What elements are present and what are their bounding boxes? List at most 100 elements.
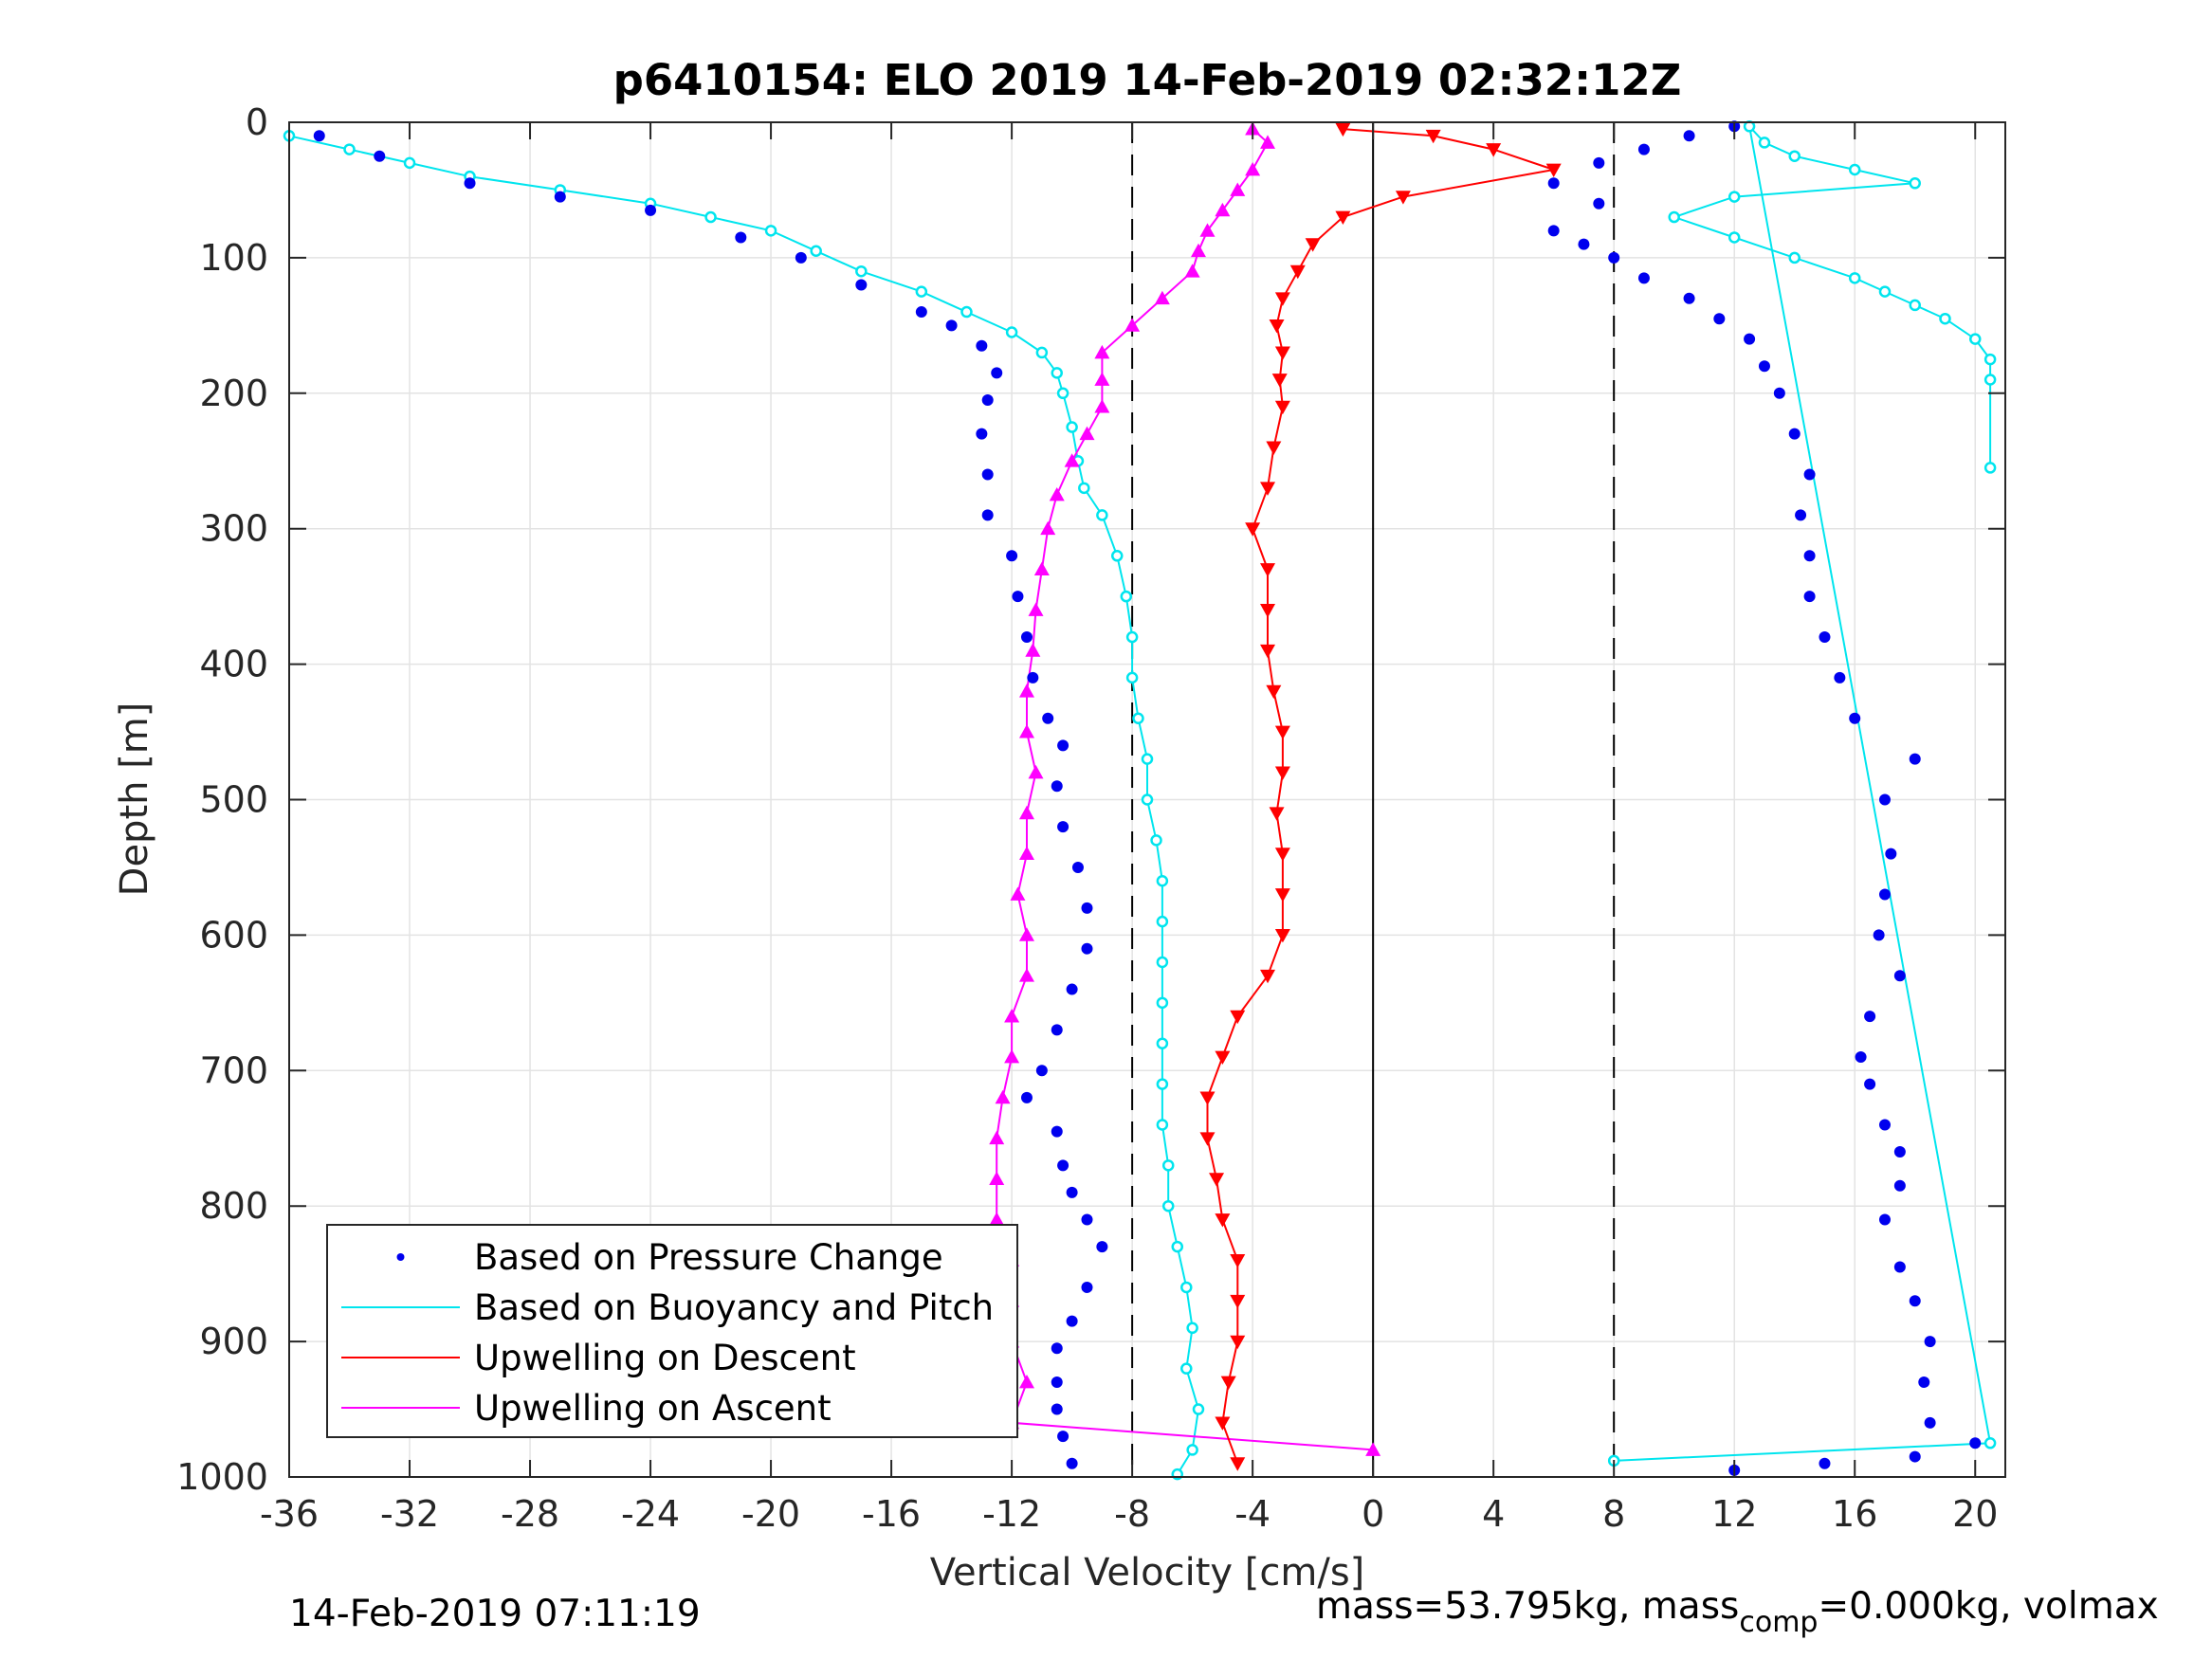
ascent-point — [989, 1212, 1005, 1226]
descent-point — [1425, 129, 1441, 144]
pressure-point — [1547, 225, 1560, 237]
x-tick-label: 16 — [1832, 1493, 1877, 1535]
ascent-point — [1260, 135, 1276, 149]
pressure-point — [1909, 753, 1921, 765]
buoyancy-point — [1156, 874, 1169, 887]
descent-point — [1260, 644, 1276, 659]
pressure-point — [795, 251, 807, 264]
y-axis-label: Depth [m] — [113, 702, 156, 897]
ascent-point — [1215, 202, 1231, 217]
buoyancy-point — [1728, 191, 1741, 203]
descent-point — [1199, 1091, 1216, 1105]
buoyancy-point — [343, 143, 356, 155]
descent-point — [1335, 122, 1351, 137]
pressure-point — [1909, 1450, 1921, 1463]
axis-ticks: -36 -32 -28 -24 -20 -16 -12 -8 -4 0 4 8 12 16 20010020… — [176, 101, 2005, 1535]
descent-point — [1215, 1416, 1231, 1431]
mass-comp-text: =0.000kg, volmax — [1818, 1585, 2159, 1628]
x-tick-label: -28 — [501, 1493, 559, 1535]
pressure-point — [1834, 671, 1846, 684]
ascent-point — [1018, 724, 1034, 738]
pressure-point — [1893, 1179, 1906, 1192]
buoyancy-point — [1788, 150, 1801, 162]
descent-point — [1215, 1050, 1231, 1066]
buoyancy-point — [1156, 996, 1169, 1010]
descent-point — [1335, 210, 1351, 226]
pressure-point — [1909, 1295, 1921, 1307]
pressure-point — [1020, 631, 1033, 644]
buoyancy-point — [1078, 482, 1090, 495]
buoyancy-line — [288, 135, 1200, 1475]
buoyancy-point — [1150, 834, 1162, 847]
buoyancy-point — [403, 156, 416, 170]
buoyancy-point — [1180, 1281, 1193, 1294]
buoyancy-point — [704, 210, 717, 224]
buoyancy-point — [1983, 1437, 1997, 1449]
ascent-point — [1154, 290, 1170, 305]
pressure-point — [1081, 1281, 1093, 1293]
descent-point — [1545, 163, 1562, 178]
buoyancy-point — [1125, 630, 1139, 644]
buoyancy-point — [1968, 333, 1982, 345]
pressure-point — [1758, 360, 1770, 373]
ascent-point — [1018, 805, 1034, 820]
ascent-point — [1094, 372, 1110, 386]
buoyancy-point — [1983, 353, 1997, 366]
buoyancy-point — [1983, 462, 1997, 474]
pressure-point — [1057, 1159, 1069, 1172]
data-layer — [283, 120, 1997, 1481]
buoyancy-point — [1120, 590, 1133, 603]
ascent-point — [1124, 318, 1141, 332]
pressure-point — [1051, 1125, 1063, 1138]
buoyancy-point — [1141, 753, 1154, 765]
pressure-point — [1864, 1078, 1876, 1090]
y-tick-label: 700 — [199, 1049, 268, 1091]
footer-timestamp: 14-Feb-2019 07:11:19 — [289, 1593, 701, 1635]
x-tick-label: 8 — [1602, 1493, 1625, 1535]
buoyancy-point — [1141, 793, 1154, 806]
descent-point — [1199, 1132, 1216, 1146]
descent-point — [1269, 807, 1285, 821]
pressure-point — [976, 428, 988, 440]
chart-title: p6410154: ELO 2019 14-Feb-2019 02:32:12Z — [613, 55, 1682, 105]
x-tick-label: -32 — [380, 1493, 439, 1535]
pressure-point — [1713, 313, 1726, 325]
footer-mass-info: mass=53.795kg, masscomp=0.000kg, volmax — [1316, 1585, 2159, 1639]
pressure-point — [464, 177, 476, 190]
ascent-point — [1365, 1442, 1381, 1456]
ascent-point — [1190, 243, 1206, 258]
pressure-point — [1803, 591, 1816, 603]
descent-point — [1260, 604, 1276, 618]
pressure-point — [1057, 1431, 1069, 1443]
x-tick-label: -8 — [1114, 1493, 1150, 1535]
legend: Based on Pressure Change Based on Buoyanc… — [326, 1224, 1018, 1438]
y-tick-label: 800 — [199, 1185, 268, 1227]
y-tick-label: 1000 — [176, 1456, 268, 1498]
pressure-point — [1803, 468, 1816, 481]
pressure-point — [554, 191, 566, 203]
buoyancy-point — [1066, 421, 1078, 433]
x-tick-label: -12 — [982, 1493, 1041, 1535]
buoyancy-point — [1878, 285, 1892, 298]
y-tick-label: 900 — [199, 1321, 268, 1362]
pressure-point — [1057, 821, 1069, 833]
buoyancy-point — [1180, 1362, 1193, 1375]
buoyancy-point — [1035, 346, 1049, 359]
x-tick-label: 12 — [1711, 1493, 1757, 1535]
buoyancy-point — [1156, 956, 1169, 969]
pressure-point — [1637, 272, 1650, 284]
descent-point — [1395, 191, 1411, 205]
pressure-point — [1683, 292, 1695, 304]
x-tick-label: -16 — [862, 1493, 921, 1535]
legend-label-pressure: Based on Pressure Change — [474, 1237, 943, 1278]
descent-point — [1274, 725, 1290, 740]
descent-point — [1230, 1457, 1246, 1471]
pressure-point — [1893, 1261, 1906, 1273]
ascent-point — [1049, 486, 1065, 501]
pressure-point — [991, 367, 1003, 379]
buoyancy-point — [1161, 1159, 1175, 1172]
x-tick-label: 0 — [1362, 1493, 1384, 1535]
reference-lines — [1131, 122, 1616, 1477]
ascent-point — [989, 1130, 1005, 1145]
descent-point — [1271, 374, 1288, 388]
